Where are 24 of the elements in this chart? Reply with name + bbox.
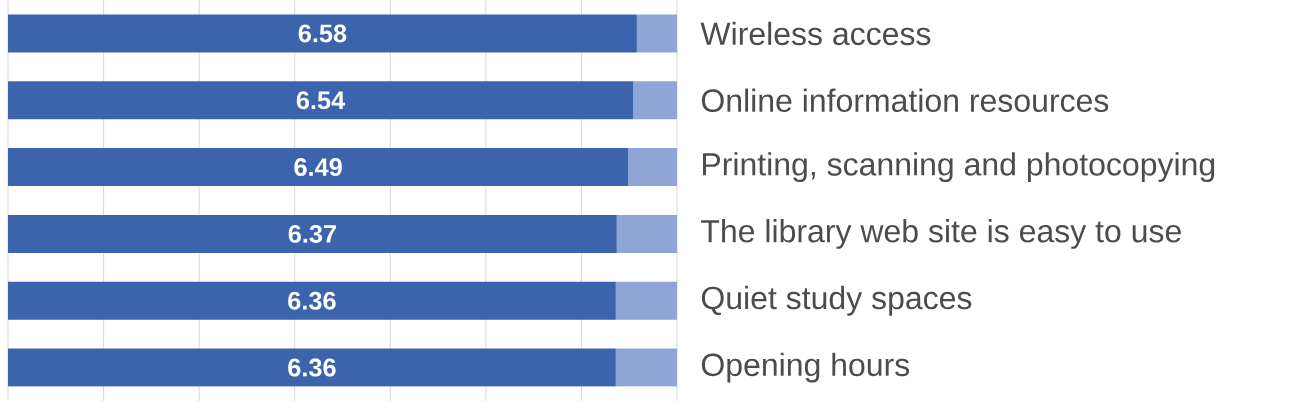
- y-tick-label: Quiet study spaces: [701, 285, 972, 316]
- data-label: 6.36: [288, 291, 336, 310]
- data-label: 6.54: [296, 91, 346, 110]
- y-tick-label: Online information resources: [701, 88, 1109, 113]
- y-tick-label: Opening hours: [701, 352, 910, 383]
- bar: [8, 14, 637, 53]
- data-label: 6.37: [288, 224, 336, 243]
- bar: [8, 214, 617, 253]
- y-tick-label: Printing, scanning and photocopying: [703, 152, 1215, 183]
- bar: [8, 281, 616, 320]
- bar: [615, 348, 677, 387]
- bar: [636, 14, 677, 53]
- bar: [616, 214, 677, 253]
- data-label: 6.58: [298, 24, 347, 43]
- data-label: 6.36: [288, 358, 336, 377]
- bar: [633, 81, 677, 120]
- bar: [615, 281, 677, 320]
- bar: [8, 81, 634, 120]
- bar: [8, 148, 629, 187]
- data-label: 6.49: [294, 158, 342, 177]
- bar: [8, 348, 616, 387]
- bar: [628, 148, 677, 187]
- y-tick-label: Wireless access: [700, 21, 931, 46]
- y-tick-label: The library web site is easy to use: [701, 219, 1181, 249]
